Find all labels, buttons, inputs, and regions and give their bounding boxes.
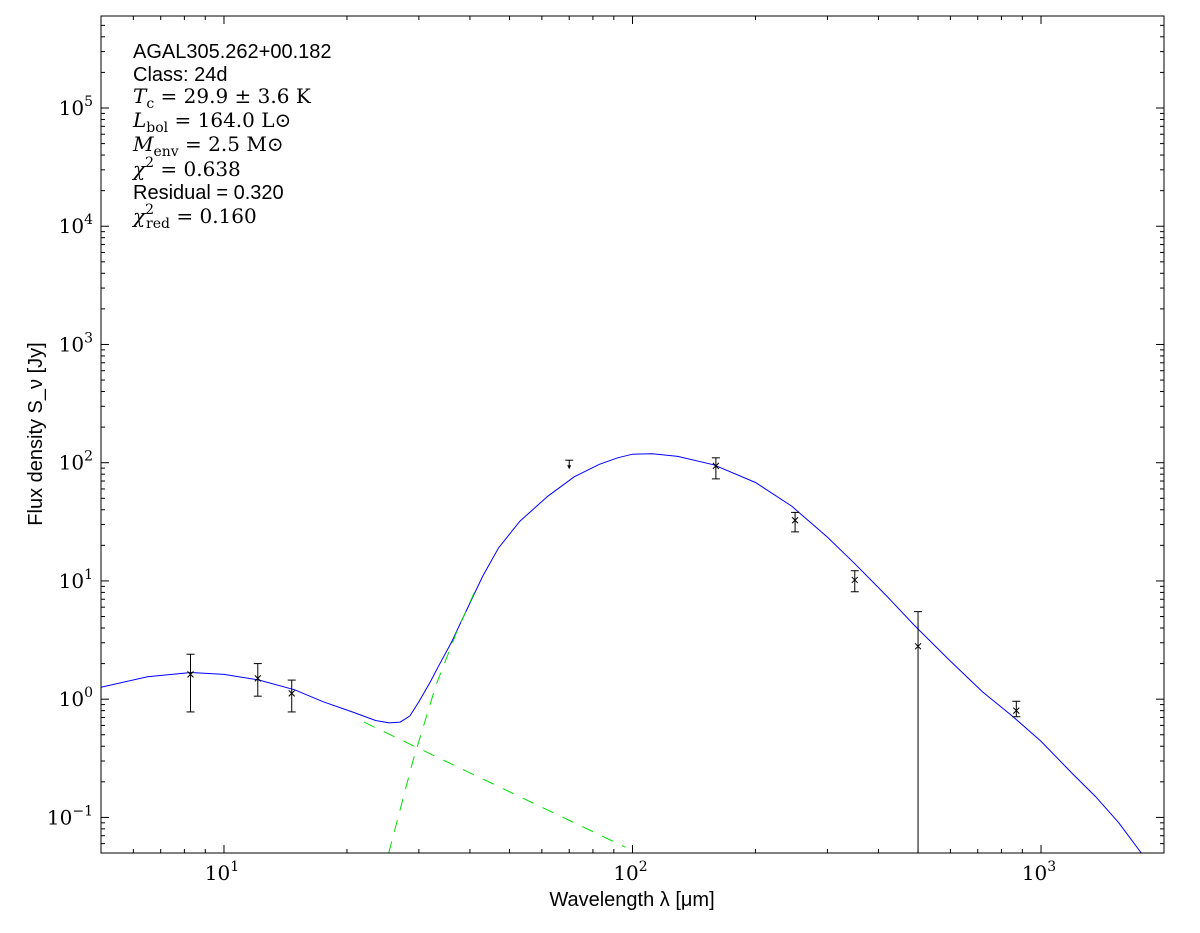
data-point-marker	[288, 690, 296, 697]
y-tick-label: 102	[59, 449, 93, 475]
data-point-marker	[851, 576, 859, 584]
annotation-line: χ2 red = 0.160	[131, 202, 257, 232]
data-point-marker	[1012, 707, 1020, 714]
annotation-line: χ2 = 0.638	[131, 155, 241, 181]
data-point-marker	[914, 642, 922, 650]
data-point-marker	[254, 675, 262, 682]
upper-limit-arrow	[567, 465, 572, 470]
series-model	[101, 453, 1142, 853]
annotation-line: Tc = 29.9 ± 3.6 K	[133, 84, 312, 112]
plot-area	[101, 453, 1142, 853]
series-group	[101, 453, 1142, 853]
x-tick-label: 102	[613, 859, 647, 885]
annotation-line: Class: 24d	[133, 64, 228, 86]
y-tick-label: 100	[59, 685, 93, 711]
x-tick-label: 103	[1022, 859, 1056, 885]
y-tick-label: 103	[59, 330, 93, 356]
y-tick-label: 105	[59, 94, 93, 120]
y-tick-label: 10−1	[47, 803, 93, 829]
annotation-line: Lbol = 164.0 L⊙	[132, 108, 291, 136]
annotation-line: AGAL305.262+00.182	[133, 41, 332, 63]
data-point-marker	[187, 671, 194, 678]
x-axis-label: Wavelength λ [μm]	[549, 889, 714, 911]
data-point-marker	[791, 516, 799, 524]
x-tick-label: 101	[205, 859, 239, 885]
series-cold-component	[388, 592, 475, 853]
annotation-line: Residual = 0.320	[133, 182, 284, 204]
ticks: 101 102 103 10−1 100 101 102 103 104 105	[47, 15, 1165, 885]
y-axis-label: Flux density S_ν [Jy]	[25, 342, 47, 525]
data-point-marker	[712, 462, 720, 470]
y-tick-label: 104	[59, 212, 93, 238]
y-tick-label: 101	[59, 567, 93, 593]
series-warm-component	[363, 721, 626, 848]
annotation-line: Menv = 2.5 M⊙	[132, 132, 284, 160]
